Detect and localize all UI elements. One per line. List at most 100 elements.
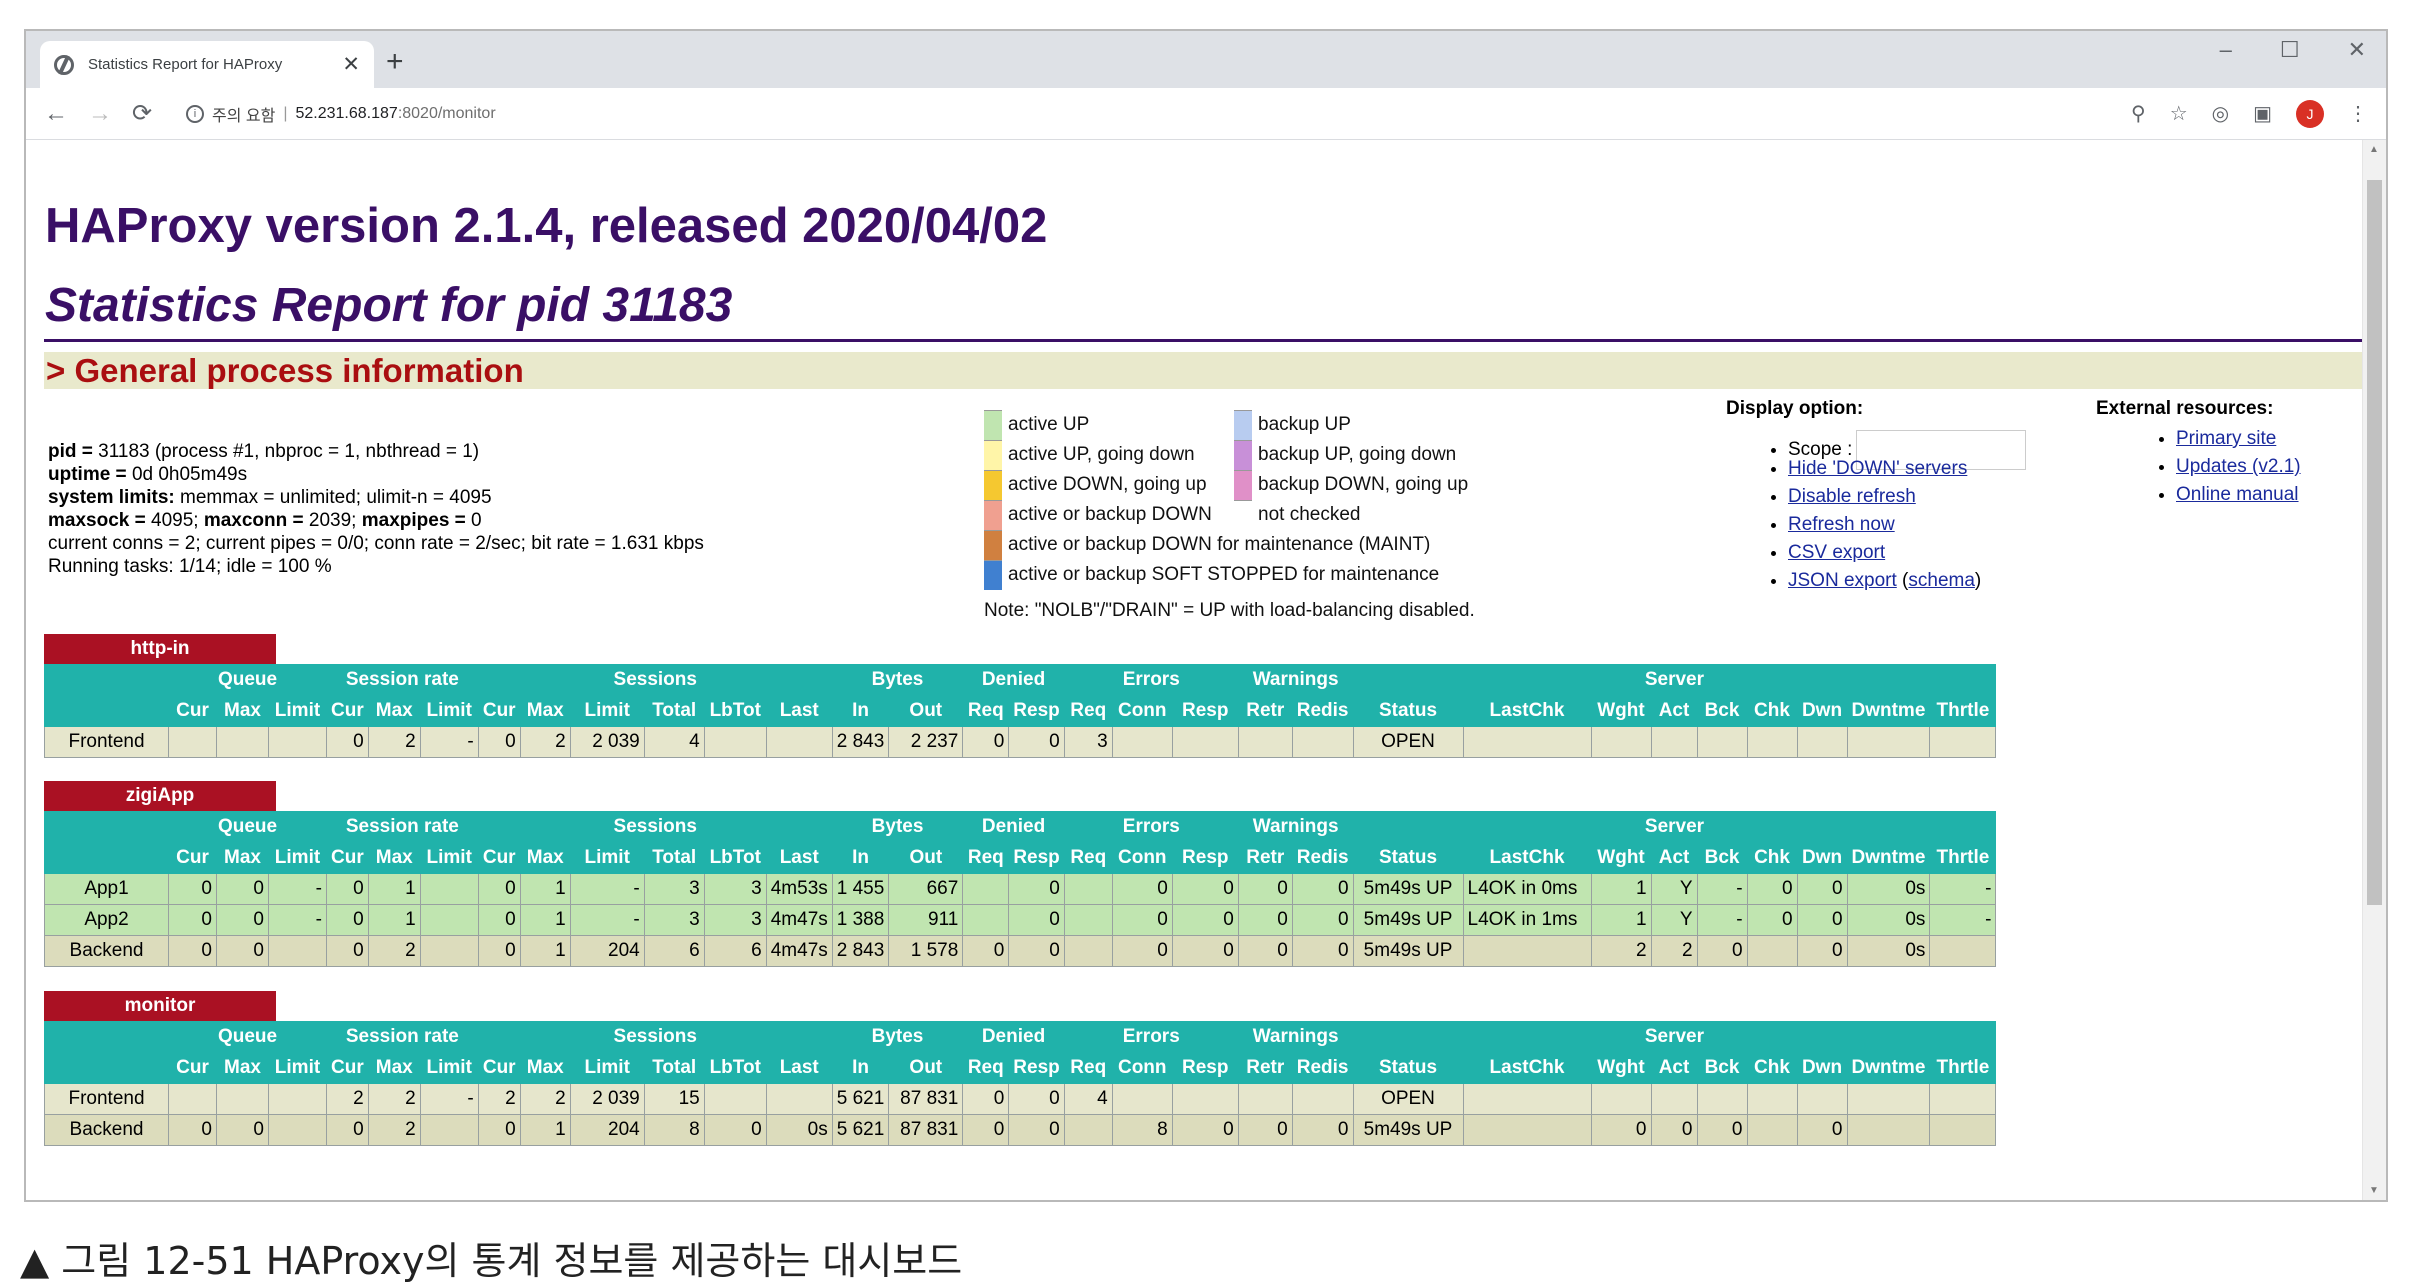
table-cell: 3 (643, 904, 705, 936)
scroll-down-arrow[interactable]: ▼ (2369, 1185, 2379, 1196)
browser-tab[interactable]: Statistics Report for HAProxy ✕ (40, 41, 374, 88)
hide-down-link[interactable]: Hide 'DOWN' servers (1788, 458, 1968, 479)
table-cell: 87 831 (888, 1083, 964, 1115)
table-row[interactable]: Frontend 0 2-0 2 2 039 4 2 843 2 237 0 0 3 OPEN (44, 726, 1997, 758)
table-cell (1846, 1083, 1931, 1115)
group-header-cell: Warnings (1237, 811, 1354, 843)
vertical-scrollbar[interactable]: ▲ ▼ (2362, 140, 2386, 1200)
group-header-cell: Warnings (1237, 1021, 1354, 1053)
legend-note: Note: "NOLB"/"DRAIN" = UP with load-bala… (984, 600, 1475, 621)
table-cell: 1 (519, 873, 571, 905)
column-header-cell: Limit (268, 842, 327, 874)
info-icon[interactable]: i (186, 104, 204, 123)
table-cell: 0 (1796, 904, 1848, 936)
column-header-cell: Resp (1171, 842, 1239, 874)
table-row[interactable]: Backend 0 0 0 2 0 1 204 6 6 4m47s 2 843 1 578 0 0 0 0 0 0 5… (44, 935, 1997, 967)
column-header-cell: Wght (1590, 842, 1652, 874)
close-window-button[interactable]: ✕ (2347, 37, 2366, 62)
scope-input[interactable] (1856, 430, 2027, 470)
table-cell (962, 873, 1010, 905)
table-cell (1929, 1083, 1997, 1115)
row-name-cell[interactable]: App1 (44, 873, 169, 905)
scroll-up-arrow[interactable]: ▲ (2369, 144, 2379, 155)
table-cell (216, 1083, 269, 1115)
extension-icon[interactable]: ◎ (2211, 103, 2230, 125)
table-row[interactable]: Frontend 2 2-2 2 2 039 15 5 621 87 831 0 0 4 OPEN (44, 1083, 1997, 1115)
figure-caption: ▲ 그림 12-51 HAProxy의 통계 정보를 제공하는 대시보드 (20, 1239, 963, 1283)
forward-icon[interactable]: → (88, 99, 112, 127)
menu-icon[interactable]: ⋮ (2348, 103, 2368, 125)
table-row[interactable]: Backend 0 0 0 2 0 1 204 8 0 0s 5 621 87 831 0 0 8 0 0 0 5m4… (44, 1114, 1997, 1146)
group-header-cell: Warnings (1237, 664, 1354, 696)
back-icon[interactable]: ← (44, 99, 68, 127)
maxpipes-value: 0 (471, 510, 482, 531)
table-cell: - (1696, 873, 1748, 905)
table-group-header: Queue Session rate Sessions Bytes Denied Erro… (44, 664, 1997, 696)
table-cell: 3 (703, 873, 767, 905)
address-bar[interactable]: i 주의 요함 | 52.231.68.187:8020/monitor (186, 102, 2131, 126)
proxy-name: zigiApp (44, 781, 276, 811)
table-cell: - (419, 726, 479, 758)
csv-export-link[interactable]: CSV export (1788, 542, 1886, 563)
column-header-cell: Max (367, 695, 421, 727)
online-manual-link[interactable]: Online manual (2176, 484, 2299, 505)
table-cell (1111, 1083, 1173, 1115)
column-header-cell: Dwn (1796, 695, 1848, 727)
scrollbar-thumb[interactable] (2367, 180, 2382, 905)
url-path: :8020/monitor (397, 104, 496, 122)
table-row[interactable]: App2 0 0-0 1 0 1-3 3 4m47s 1 388 911 0 0 0 0 0 5m49s UP… (44, 904, 1997, 936)
primary-site-link[interactable]: Primary site (2176, 428, 2277, 449)
table-cell: 0 (168, 1114, 217, 1146)
column-header-cell: Req (962, 842, 1010, 874)
column-header-cell: Status (1352, 842, 1464, 874)
column-header-cell: Last (765, 695, 833, 727)
profile-avatar[interactable]: J (2296, 99, 2324, 128)
table-cell: - (569, 873, 645, 905)
tab-close-icon[interactable]: ✕ (342, 53, 360, 76)
disable-refresh-link[interactable]: Disable refresh (1788, 486, 1916, 507)
refresh-now-link[interactable]: Refresh now (1788, 514, 1895, 535)
group-header-cell: Errors (1063, 1021, 1239, 1053)
group-header-cell: Denied (962, 664, 1065, 696)
reload-icon[interactable]: ⟳ (132, 100, 153, 127)
column-header-cell: Chk (1746, 842, 1798, 874)
legend-label: backup UP (1258, 414, 1351, 435)
row-name-cell[interactable]: Backend (44, 935, 169, 967)
table-cell (419, 935, 479, 967)
table-row[interactable]: App1 0 0-0 1 0 1-3 3 4m53s 1 455 667 0 0 0 0 0 5m49s UP… (44, 873, 1997, 905)
column-header-cell (44, 842, 169, 874)
updates-link[interactable]: Updates (v2.1) (2176, 456, 2301, 477)
column-header-cell: Dwn (1796, 842, 1848, 874)
row-name-cell[interactable]: Frontend (44, 1083, 169, 1115)
row-name-cell[interactable]: App2 (44, 904, 169, 936)
table-cell: 4m47s (765, 935, 833, 967)
zoom-icon[interactable]: ⚲ (2131, 103, 2146, 125)
minimize-button[interactable]: – (2219, 37, 2232, 62)
proxy-table-http-in: Queue Session rate Sessions Bytes Denied Erro… (44, 664, 1997, 758)
table-cell: 1 (1590, 904, 1652, 936)
row-name-cell[interactable]: Frontend (44, 726, 169, 758)
table-cell (703, 726, 767, 758)
group-header-cell: Session rate (326, 1021, 479, 1053)
browser-toolbar: ← → ⟳ i 주의 요함 | 52.231.68.187:8020/monit… (26, 88, 2386, 140)
schema-link[interactable]: schema (1908, 570, 1975, 591)
table-cell (1746, 1114, 1798, 1146)
table-cell: 3 (643, 873, 705, 905)
table-cell: 2 843 (831, 935, 890, 967)
table-cell: 0 (962, 1083, 1010, 1115)
column-header-cell: LastChk (1462, 1052, 1592, 1084)
column-header-cell: Max (519, 695, 571, 727)
pid-label: pid = (48, 441, 99, 462)
table-cell: 0 (1171, 904, 1239, 936)
bookmark-star-icon[interactable]: ☆ (2169, 103, 2188, 125)
maximize-button[interactable]: ☐ (2279, 37, 2300, 62)
table-cell: 5m49s UP (1352, 1114, 1464, 1146)
row-name-cell[interactable]: Backend (44, 1114, 169, 1146)
proxy-table-zigiapp: Queue Session rate Sessions Bytes Denied Erro… (44, 811, 1997, 967)
new-tab-button[interactable]: + (386, 45, 404, 78)
group-header-cell: Denied (962, 811, 1065, 843)
shield-icon[interactable]: ▣ (2253, 103, 2272, 125)
column-header-cell: Redis (1291, 695, 1354, 727)
json-export-link[interactable]: JSON export (1788, 570, 1897, 591)
column-header-cell: Limit (268, 1052, 327, 1084)
